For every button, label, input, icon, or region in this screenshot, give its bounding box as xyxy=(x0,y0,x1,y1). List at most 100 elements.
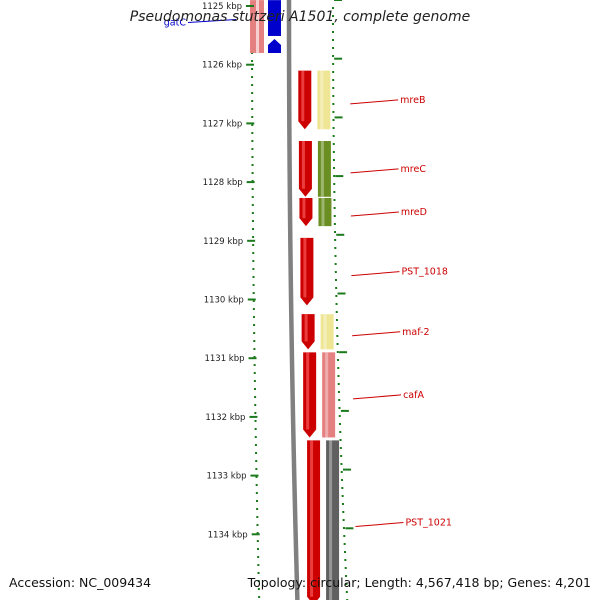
grid-dot xyxy=(255,492,258,494)
grid-dot xyxy=(251,84,254,86)
cog-mreC xyxy=(317,141,331,197)
grid-dot xyxy=(335,311,338,313)
gene-label: mreB xyxy=(400,95,425,106)
grid-dot xyxy=(253,340,256,342)
grid-dot xyxy=(333,191,336,193)
grid-dot xyxy=(332,71,335,73)
grid-dot xyxy=(251,164,254,166)
map-title: Pseudomonas stutzeri A1501, complete gen… xyxy=(129,9,471,25)
grid-dot xyxy=(251,196,254,198)
grid-dot xyxy=(332,79,335,81)
grid-dot xyxy=(334,231,337,233)
grid-dot xyxy=(333,223,336,225)
grid-dot xyxy=(345,583,348,585)
grid-dot xyxy=(332,31,335,33)
grid-dot xyxy=(257,580,260,582)
grid-dot xyxy=(342,511,345,513)
gene-mreD-shine xyxy=(302,197,306,219)
gene-label: gatC xyxy=(164,18,187,29)
grid-dot xyxy=(251,204,254,206)
grid-dot xyxy=(341,495,344,497)
grid-dot xyxy=(332,159,335,161)
grid-dot xyxy=(251,188,254,190)
grid-dot xyxy=(340,463,343,465)
grid-dot xyxy=(338,407,341,409)
backbone-line xyxy=(286,0,300,600)
leader-line xyxy=(187,19,237,24)
gene-maf-2-shine xyxy=(304,314,308,342)
grid-dot xyxy=(252,260,255,262)
grid-dot xyxy=(337,359,340,361)
grid-dot xyxy=(255,484,258,486)
grid-dot xyxy=(251,108,254,110)
cog-mreB xyxy=(317,70,331,130)
grid-dot xyxy=(253,324,256,326)
grid-dot xyxy=(332,95,335,97)
grid-dot xyxy=(257,588,260,590)
gene-PST_1018 xyxy=(300,237,314,306)
grid-dot xyxy=(251,212,254,214)
gene-label: PST_1018 xyxy=(401,267,448,278)
cog-mreB-shine xyxy=(320,70,324,130)
grid-dot xyxy=(252,300,255,302)
grid-dot xyxy=(252,276,255,278)
grid-dot xyxy=(257,564,260,566)
cog-maf-2 xyxy=(320,314,334,350)
grid-dot xyxy=(257,556,260,558)
grid-dot xyxy=(340,471,343,473)
leader-line xyxy=(350,168,399,174)
grid-dot xyxy=(252,316,255,318)
grid-dot xyxy=(345,591,348,593)
grid-dot xyxy=(337,391,340,393)
grid-dot xyxy=(254,436,257,438)
grid-dot xyxy=(251,132,254,134)
grid-dot xyxy=(252,268,255,270)
gene-mreD xyxy=(299,197,313,227)
grid-dot xyxy=(332,103,335,105)
grid-dot xyxy=(251,148,254,150)
grid-dot xyxy=(332,87,335,89)
cog-mreD xyxy=(318,197,332,227)
grid-dot xyxy=(251,76,254,78)
grid-dot xyxy=(251,116,254,118)
grid-dot xyxy=(339,431,342,433)
gene-mreB xyxy=(298,70,312,130)
grid-dot xyxy=(252,292,255,294)
grid-dot xyxy=(339,447,342,449)
kbp-label: 1133 kbp xyxy=(206,472,246,482)
grid-dot xyxy=(253,388,256,390)
grid-dot xyxy=(251,124,254,126)
grid-dot xyxy=(334,255,337,257)
cog-cafA-shine xyxy=(325,352,329,438)
gene-label: PST_1021 xyxy=(405,518,452,529)
kbp-label: 1127 kbp xyxy=(202,119,242,129)
gene-label: cafA xyxy=(403,390,424,401)
grid-dot xyxy=(252,228,255,230)
cog-PST_1021 xyxy=(326,440,340,600)
gene-mreB-shine xyxy=(301,70,305,122)
grid-dot xyxy=(341,503,344,505)
gene-labels: gatC mreB mreC mreD PST_1018 maf-2 cafA PST_102… xyxy=(164,18,452,529)
gene-cafA-shine xyxy=(306,352,310,430)
leader-line xyxy=(350,211,399,217)
grid-dot xyxy=(332,47,335,49)
grid-dot xyxy=(334,239,337,241)
kbp-label: 1130 kbp xyxy=(204,296,244,306)
grid-dot xyxy=(342,527,345,529)
grid-dot xyxy=(254,428,257,430)
grid-dot xyxy=(251,60,254,62)
grid-dot xyxy=(342,519,345,521)
grid-dot xyxy=(332,63,335,65)
grid-dot xyxy=(255,452,258,454)
grid-dot xyxy=(251,68,254,70)
cog-gatC-shine xyxy=(256,0,260,53)
grid-dot xyxy=(256,548,259,550)
grid-dot xyxy=(334,271,337,273)
grid-dot xyxy=(335,303,338,305)
grid-dot xyxy=(338,399,341,401)
grid-dot xyxy=(332,135,335,137)
grid-dot xyxy=(343,543,346,545)
kbp-label: 1126 kbp xyxy=(202,61,242,71)
grid-dot xyxy=(254,396,257,398)
